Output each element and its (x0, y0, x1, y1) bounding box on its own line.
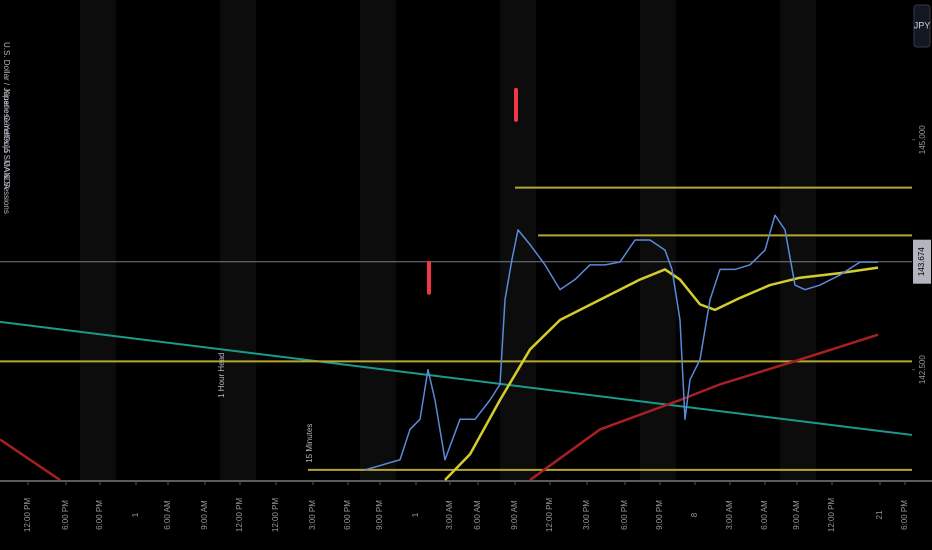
x-tick-label: 6:00 PM (95, 500, 104, 530)
x-tick-label: 6:00 PM (61, 500, 70, 530)
legend-line: Dojo SMA & Sessions (2, 136, 11, 214)
signal-marker (427, 260, 431, 295)
x-tick-label: 3:00 PM (582, 500, 591, 530)
session-band (500, 0, 536, 480)
legend-line: U.S. Dollar / Japanese Yen · 15 · OANDA (2, 42, 11, 190)
session-band (220, 0, 256, 480)
signal-marker (514, 87, 518, 122)
y-tick-label: 142.500 (918, 355, 927, 384)
x-tick-label: 6:00 PM (620, 500, 629, 530)
annotation: 15 Minutes (305, 424, 314, 463)
x-tick-label: 9:00 PM (655, 500, 664, 530)
session-band (780, 0, 816, 480)
y-tick-label: 145.000 (918, 125, 927, 154)
last-price-box (913, 239, 931, 284)
x-tick-label: 9:00 AM (792, 500, 801, 530)
series-line (0, 320, 913, 436)
annotation: 1 Hour Head (217, 352, 226, 397)
x-tick-label: 6:00 PM (343, 500, 352, 530)
series-line (529, 333, 879, 482)
series-line (364, 214, 878, 471)
x-tick-label: 9:00 AM (510, 500, 519, 530)
x-tick-label: 12:00 PM (545, 498, 554, 533)
session-band (80, 0, 116, 480)
x-tick-label: 8 (690, 512, 699, 517)
currency: JPY (914, 20, 931, 30)
x-tick-label: 12:00 PM (23, 498, 32, 533)
session-band (360, 0, 396, 480)
x-tick-label: 1 (131, 512, 140, 517)
x-tick-label: 3:00 PM (308, 500, 317, 530)
x-tick-label: 6:00 PM (900, 500, 909, 530)
x-tick-label: 21 (875, 510, 884, 519)
x-tick-label: 1 (411, 512, 420, 517)
x-tick-label: 3:00 AM (445, 500, 454, 530)
currency-box (913, 4, 931, 48)
x-tick-label: 6:00 AM (760, 500, 769, 530)
x-tick-label: 6:00 AM (473, 500, 482, 530)
series-line (0, 438, 61, 482)
x-tick-label: 9:00 AM (200, 500, 209, 530)
legend-line: Kinetic Candles (2, 89, 11, 145)
x-tick-label: 6:00 AM (163, 500, 172, 530)
x-tick-label: 12:00 PM (235, 498, 244, 533)
last-price-label: 143.674 (917, 247, 926, 276)
x-tick-label: 3:00 AM (725, 500, 734, 530)
x-tick-label: 9:00 PM (375, 500, 384, 530)
x-tick-label: 12:00 PM (271, 498, 280, 533)
x-tick-label: 12:00 PM (827, 498, 836, 533)
